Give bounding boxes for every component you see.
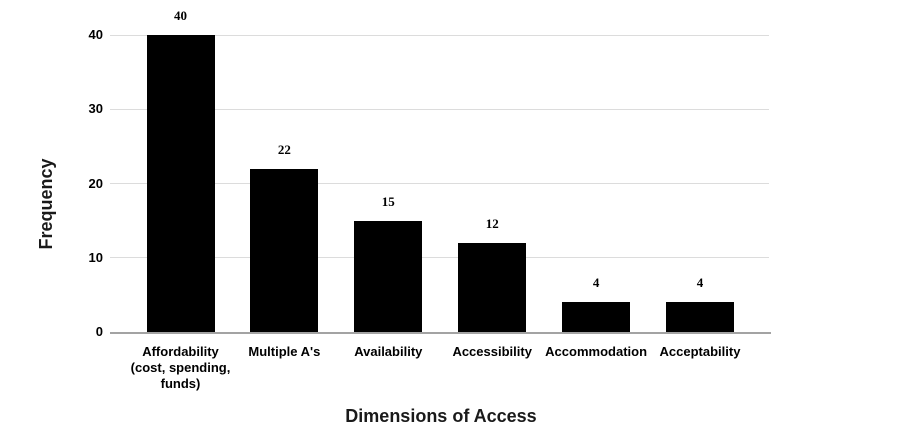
gridline <box>110 34 769 36</box>
x-category-label: Accessibility <box>452 344 532 359</box>
x-category-label: Accommodation <box>545 344 648 359</box>
gridline <box>110 257 769 259</box>
bar-value-label: 22 <box>277 141 291 157</box>
bar-value-label: 4 <box>696 275 704 291</box>
y-tick-label: 20 <box>88 175 103 191</box>
bar-value-label: 4 <box>592 275 600 291</box>
x-category-label: Affordability (cost, spending, funds) <box>130 344 231 391</box>
x-category-label: Availability <box>354 344 423 359</box>
bar <box>666 302 734 332</box>
bar <box>250 168 319 332</box>
bar-value-label: 40 <box>174 8 187 23</box>
y-axis-title: Frequency <box>36 158 56 250</box>
gridline <box>110 183 769 184</box>
x-axis-line <box>110 332 771 334</box>
x-axis-title: Dimensions of Access <box>345 406 537 426</box>
y-tick-label: 10 <box>88 249 103 265</box>
bar-value-label: 12 <box>485 215 499 231</box>
bar <box>354 220 423 332</box>
bar <box>562 302 631 332</box>
x-category-label: Acceptability <box>659 344 741 359</box>
bar <box>146 35 215 332</box>
bar-value-label: 15 <box>381 193 395 209</box>
gridline <box>110 108 769 110</box>
y-tick-label: 40 <box>88 27 103 42</box>
x-category-label: Multiple A's <box>248 344 321 359</box>
y-tick-label: 30 <box>88 101 103 117</box>
bar <box>458 242 527 332</box>
y-tick-label: 0 <box>95 324 103 339</box>
